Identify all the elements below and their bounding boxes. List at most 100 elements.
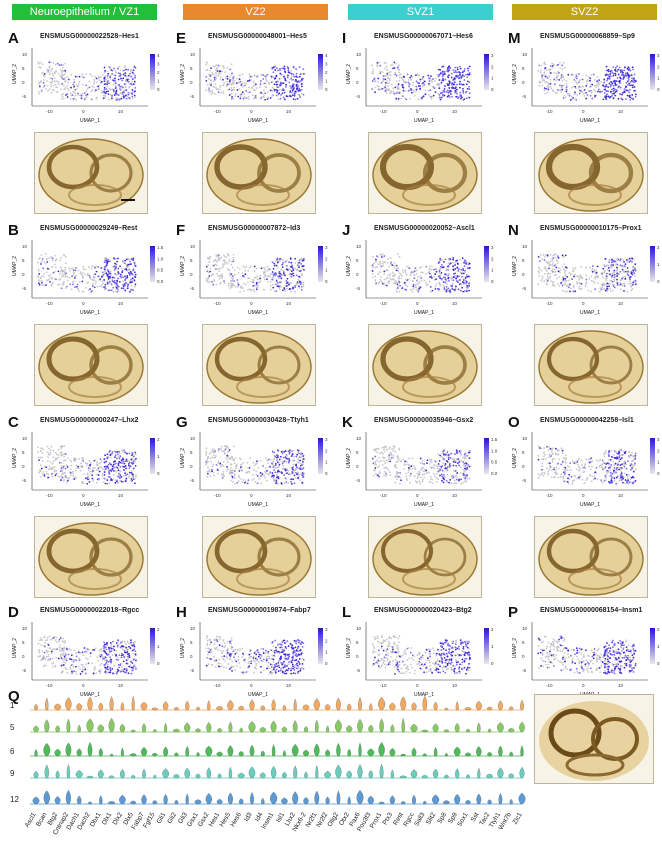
color-scale-tick: 0 (657, 279, 660, 284)
violin-shape (163, 746, 169, 757)
violin-shape (324, 703, 331, 711)
violin-shape (421, 729, 429, 733)
x-axis-label: UMAP_1 (580, 118, 600, 124)
violin-shape (130, 729, 136, 733)
violin-shape (45, 697, 49, 711)
violin-shape (120, 702, 125, 711)
violin-shape (248, 766, 256, 779)
violin-shape (184, 767, 191, 779)
color-scale-tick: 1 (157, 454, 160, 459)
x-tick-label: 10 (452, 493, 458, 498)
y-axis-label: UMAP_2 (346, 448, 352, 468)
violin-shape (163, 793, 168, 805)
violin-shape (399, 775, 407, 779)
y-tick-label: -5 (22, 668, 26, 673)
x-tick-label: -10 (380, 301, 387, 306)
color-scale-tick: 0.0 (491, 471, 498, 476)
violin-shape (433, 701, 438, 711)
color-scale-tick: 1 (491, 268, 494, 273)
violin-shape (466, 774, 470, 779)
violin-shape (487, 799, 492, 805)
violin-shape (303, 797, 309, 805)
violin-shape (174, 799, 179, 805)
x-axis-label: UMAP_1 (80, 692, 100, 698)
gene-tick-label: Sst (470, 811, 481, 823)
violin-shape (508, 727, 515, 733)
violin-shape (196, 706, 200, 711)
violin-shape (496, 722, 504, 733)
violin-shape (196, 751, 200, 757)
color-scale-tick: 2 (657, 64, 660, 69)
y-tick-label: 10 (190, 52, 196, 57)
panel-letter: N (508, 222, 519, 239)
violin-shape (54, 748, 61, 757)
violin-shape (129, 753, 137, 757)
violin-shape (228, 721, 233, 733)
y-axis-label: UMAP_2 (346, 256, 352, 276)
gene-tick-label: Id3 (243, 811, 254, 823)
violin-shape (314, 719, 319, 733)
violin-shape (164, 722, 168, 733)
violin-shape (140, 701, 148, 711)
tissue-section-image (534, 324, 648, 406)
violin-shape (216, 798, 223, 805)
x-tick-label: 0 (250, 301, 253, 306)
color-scale-tick: 0 (657, 661, 660, 666)
x-axis-label: UMAP_1 (414, 310, 434, 316)
violin-shape (33, 770, 39, 779)
violin-shape (431, 794, 440, 805)
violin-shape (97, 724, 105, 733)
violin-shape (249, 792, 255, 805)
x-axis-label: UMAP_1 (414, 118, 434, 124)
y-tick-label: -5 (22, 94, 26, 99)
violin-shape (43, 790, 50, 805)
violin-shape (455, 768, 460, 779)
violin-shape (108, 775, 115, 779)
color-scale-tick: 2 (325, 448, 328, 453)
x-tick-label: 10 (452, 683, 458, 688)
violin-shape (184, 700, 190, 711)
color-scale-tick: 1.0 (491, 448, 498, 453)
violin-shape (249, 744, 255, 757)
x-axis-label: UMAP_1 (414, 502, 434, 508)
x-tick-label: 10 (118, 301, 124, 306)
color-scale-tick: 3 (325, 245, 328, 250)
violin-shape (454, 722, 460, 733)
gene-tick-label: Hes6 (229, 811, 243, 828)
y-tick-label: 0 (22, 654, 25, 659)
x-tick-label: 0 (582, 493, 585, 498)
violin-shape (476, 722, 481, 733)
x-tick-label: 10 (118, 109, 124, 114)
violin-shape (475, 700, 482, 711)
violin-shape (239, 727, 243, 733)
gene-tick-label: Sall3 (413, 811, 426, 827)
y-tick-label: -5 (356, 668, 360, 673)
y-tick-label: 5 (522, 258, 525, 263)
y-tick-label: 0 (356, 464, 359, 469)
y-tick-label: 10 (22, 626, 28, 631)
stage-bar-4: SVZ2 (512, 4, 657, 20)
violin-shape (261, 797, 265, 805)
y-tick-label: 5 (190, 640, 193, 645)
violin-shape (443, 774, 449, 779)
panel-letter: M (508, 30, 521, 47)
color-scale-tick: 2 (657, 448, 660, 453)
violin-shape (325, 796, 330, 805)
color-scale-bar (484, 246, 489, 282)
violin-shape (325, 749, 331, 757)
violin-shape (518, 792, 526, 805)
violin-shape (400, 753, 406, 757)
tissue-section-image (534, 694, 654, 784)
x-tick-label: 10 (118, 683, 124, 688)
x-tick-label: 10 (118, 493, 124, 498)
violin-shape (108, 717, 115, 733)
gene-title: ENSMUSG00000019874–Fabp7 (208, 607, 311, 614)
y-tick-label: -5 (356, 286, 360, 291)
violin-shape (44, 719, 50, 733)
color-scale-tick: 1.5 (491, 437, 498, 442)
color-scale-tick: 2 (157, 70, 160, 75)
